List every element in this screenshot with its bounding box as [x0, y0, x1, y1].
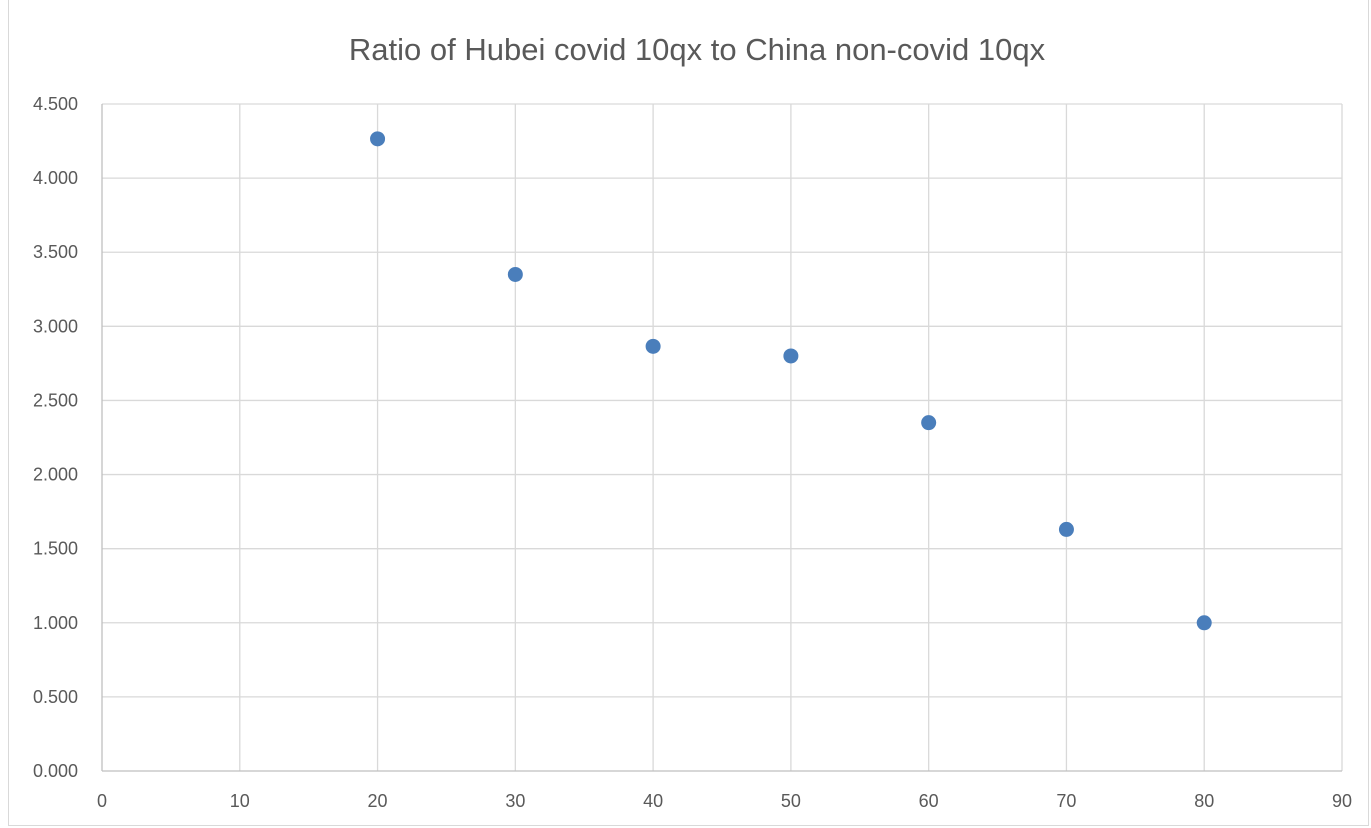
data-point: [507, 266, 523, 282]
data-point: [1196, 615, 1212, 631]
data-points: [370, 131, 1212, 631]
x-tick-label: 90: [1332, 791, 1352, 811]
x-axis-tick-labels: 0 10 20 30 40 50 60 70 80 90: [97, 791, 1352, 811]
y-tick-label: 2.500: [33, 390, 78, 410]
y-tick-label: 4.000: [33, 168, 78, 188]
x-tick-label: 10: [230, 791, 250, 811]
x-tick-label: 50: [781, 791, 801, 811]
gridlines: [102, 103, 1343, 771]
x-tick-label: 70: [1056, 791, 1076, 811]
x-tick-label: 60: [919, 791, 939, 811]
data-point: [783, 348, 799, 364]
chart-title: Ratio of Hubei covid 10qx to China non-c…: [349, 32, 1046, 67]
axes: [101, 104, 1342, 772]
data-point: [921, 415, 937, 431]
y-tick-label: 1.500: [33, 539, 78, 559]
data-point: [645, 338, 661, 354]
y-tick-label: 1.000: [33, 613, 78, 633]
y-tick-label: 3.500: [33, 242, 78, 262]
y-tick-label: 4.500: [33, 94, 78, 114]
x-tick-label: 30: [505, 791, 525, 811]
y-tick-label: 0.500: [33, 687, 78, 707]
data-point: [1058, 521, 1074, 537]
x-tick-label: 40: [643, 791, 663, 811]
chart-area: [8, 0, 1369, 826]
x-tick-label: 80: [1194, 791, 1214, 811]
x-tick-label: 0: [97, 791, 107, 811]
y-tick-label: 0.000: [33, 761, 78, 781]
data-point: [370, 131, 386, 147]
y-axis-tick-labels: 0.000 0.500 1.000 1.500 2.000 2.500 3.000 3.500…: [33, 94, 78, 781]
y-tick-label: 3.000: [33, 316, 78, 336]
y-tick-label: 2.000: [33, 465, 78, 485]
x-tick-label: 20: [368, 791, 388, 811]
